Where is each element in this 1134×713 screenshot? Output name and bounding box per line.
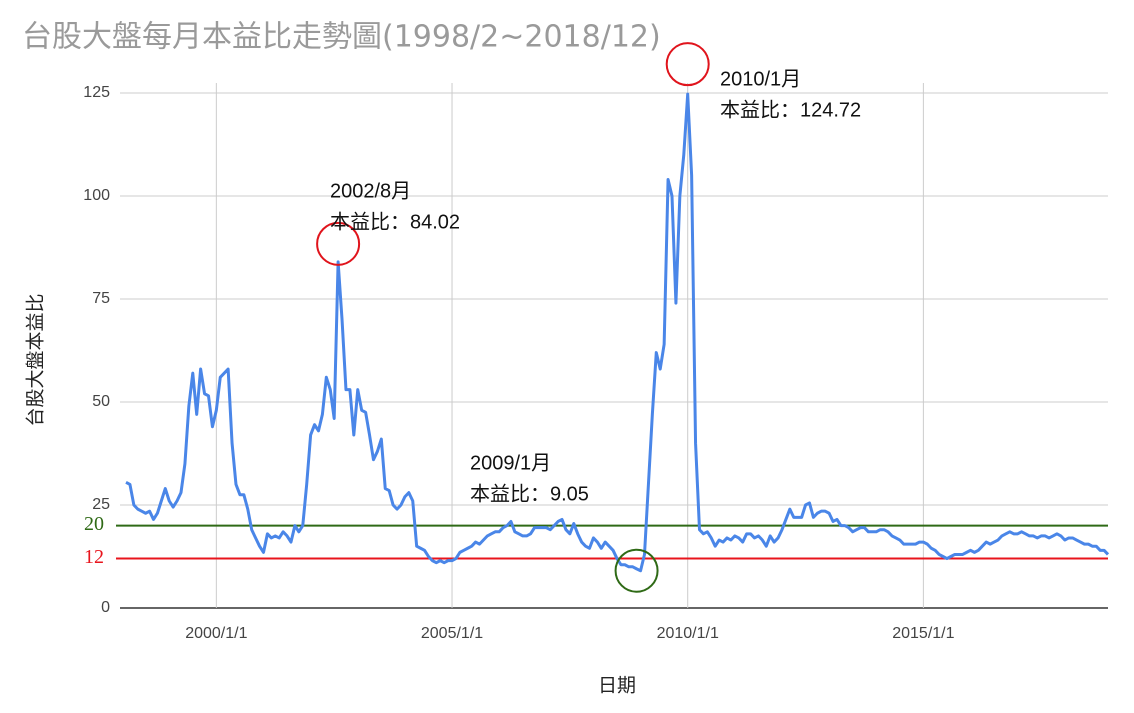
x-tick-label: 2000/1/1	[185, 625, 247, 642]
annotation-title: 2010/1月	[720, 68, 801, 90]
y-tick-label: 0	[101, 599, 110, 616]
annotation-title: 2002/8月	[330, 180, 411, 202]
y-axis-title: 台股大盤本益比	[25, 293, 47, 426]
reference-label: 20	[84, 513, 104, 535]
y-tick-label: 125	[83, 84, 110, 101]
chart-title: 台股大盤每月本益比走勢圖(1998/2~2018/12)	[22, 20, 661, 55]
reference-label: 12	[84, 546, 104, 568]
y-tick-label: 25	[92, 496, 110, 513]
x-tick-label: 2015/1/1	[892, 625, 954, 642]
annotation-text: 本益比：124.72	[720, 98, 861, 121]
highlight-circle	[316, 221, 361, 266]
annotation-title: 2009/1月	[470, 452, 551, 474]
y-tick-label: 100	[83, 187, 110, 204]
annotation-text: 本益比：84.02	[330, 210, 460, 233]
annotation-text: 本益比：9.05	[470, 482, 589, 505]
highlight-circle	[665, 42, 710, 87]
data-line	[125, 92, 1110, 573]
x-tick-label: 2005/1/1	[421, 625, 483, 642]
x-tick-label: 2010/1/1	[657, 625, 719, 642]
highlight-circle	[614, 548, 659, 593]
x-axis-title: 日期	[598, 675, 636, 697]
y-tick-label: 75	[92, 290, 110, 307]
y-tick-label: 50	[92, 393, 110, 410]
